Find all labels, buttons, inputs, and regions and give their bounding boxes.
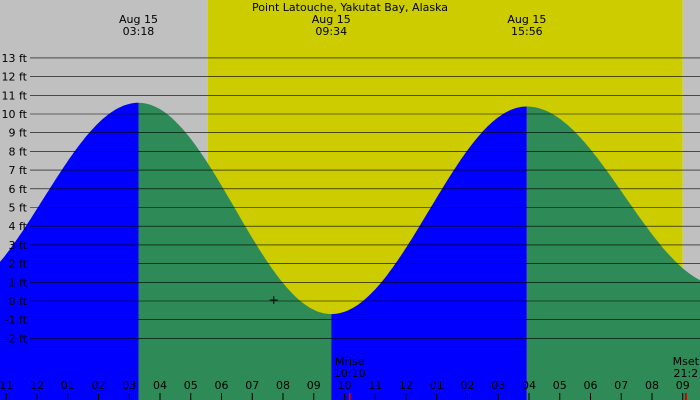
extreme-time-label: 03:18 [123, 25, 155, 38]
x-tick-label: 05 [553, 379, 567, 392]
extreme-time-label: 15:56 [511, 25, 543, 38]
extreme-date-label: Aug 15 [119, 13, 158, 26]
y-tick-label: 6 ft [9, 183, 28, 196]
x-tick-label: 01 [61, 379, 75, 392]
rising-tide-area [0, 102, 139, 400]
y-tick-label: 7 ft [9, 164, 28, 177]
x-tick-label: 02 [461, 379, 475, 392]
y-tick-label: 10 ft [2, 108, 28, 121]
y-tick-label: 5 ft [9, 202, 28, 215]
falling-tide-area [526, 106, 700, 400]
moon-event-label: Mrise [335, 355, 365, 368]
y-tick-label: 13 ft [2, 52, 28, 65]
y-tick-label: -2 ft [5, 332, 28, 345]
x-tick-label: 12 [399, 379, 413, 392]
y-tick-label: 0 ft [9, 295, 28, 308]
x-tick-label: 08 [276, 379, 290, 392]
x-tick-label: 09 [676, 379, 690, 392]
x-tick-label: 10 [338, 379, 352, 392]
y-tick-label: 2 ft [9, 258, 28, 271]
chart-title: Point Latouche, Yakutat Bay, Alaska [252, 1, 448, 14]
x-tick-label: 09 [307, 379, 321, 392]
y-tick-label: 12 ft [2, 71, 28, 84]
x-tick-label: 07 [614, 379, 628, 392]
x-tick-label: 08 [645, 379, 659, 392]
x-tick-label: 01 [430, 379, 444, 392]
moon-event-time: 21:2 [673, 367, 698, 380]
y-tick-label: 8 ft [9, 145, 28, 158]
x-tick-label: 04 [153, 379, 167, 392]
x-tick-label: 03 [122, 379, 136, 392]
x-tick-label: 04 [522, 379, 536, 392]
x-tick-label: 02 [92, 379, 106, 392]
x-tick-label: 12 [30, 379, 44, 392]
x-tick-label: 11 [368, 379, 382, 392]
x-tick-label: 06 [215, 379, 229, 392]
y-tick-label: 9 ft [9, 127, 28, 140]
moon-event-label: Mset [673, 355, 700, 368]
x-tick-label: 11 [0, 379, 13, 392]
rising-tide-area [331, 106, 527, 400]
y-tick-label: -1 ft [5, 314, 28, 327]
x-tick-label: 05 [184, 379, 198, 392]
y-tick-label: 1 ft [9, 276, 28, 289]
x-tick-label: 07 [245, 379, 259, 392]
falling-tide-area [138, 102, 332, 400]
extreme-date-label: Aug 15 [507, 13, 546, 26]
y-tick-label: 3 ft [9, 239, 28, 252]
x-tick-label: 06 [584, 379, 598, 392]
x-tick-label: 03 [491, 379, 505, 392]
extreme-date-label: Aug 15 [312, 13, 351, 26]
y-tick-label: 11 ft [2, 89, 28, 102]
y-tick-label: 4 ft [9, 220, 28, 233]
moon-event-time: 10:10 [334, 367, 366, 380]
extreme-time-label: 09:34 [315, 25, 347, 38]
